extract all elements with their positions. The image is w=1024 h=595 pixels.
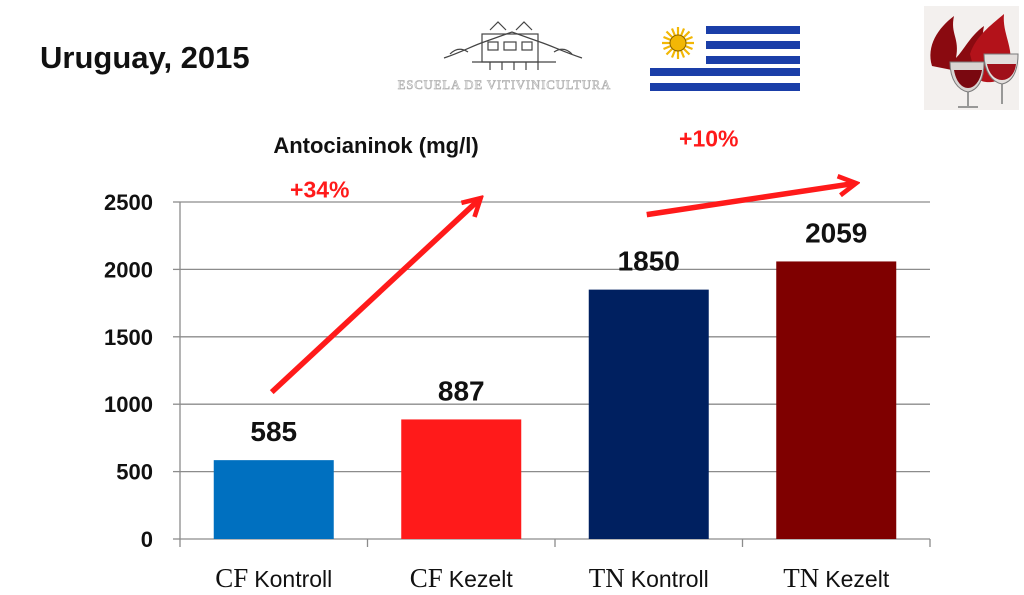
y-tick-label: 2500	[104, 190, 153, 215]
y-tick-label: 1000	[104, 392, 153, 417]
y-tick-label: 1500	[104, 325, 153, 350]
sun-of-may-icon	[662, 27, 694, 59]
chart-data-labels: 585 887 1850 2059	[250, 217, 867, 447]
x-tick-label-3: TN Kezelt	[783, 563, 890, 593]
x-axis-ticks: CF Kontroll CF Kezelt TN Kontroll TN Kezelt	[215, 563, 890, 593]
x-tick-label-2: TN Kontroll	[589, 563, 709, 593]
y-tick-label: 500	[116, 460, 153, 485]
x-tick-variant: Kontroll	[254, 566, 332, 592]
x-tick-label-0: CF Kontroll	[215, 563, 332, 593]
x-tick-variant: Kontroll	[631, 566, 709, 592]
y-tick-label: 2000	[104, 257, 153, 282]
wine-glasses-image	[924, 6, 1019, 110]
change-label-1: +10%	[679, 125, 738, 151]
data-label-2: 1850	[618, 246, 680, 277]
x-tick-group: TN	[783, 563, 819, 593]
bar-0	[213, 460, 334, 539]
x-tick-label-1: CF Kezelt	[410, 563, 514, 593]
change-arrows: +34% +10%	[269, 125, 855, 395]
x-tick-group: TN	[589, 563, 625, 593]
winery-building-icon	[443, 21, 583, 70]
data-label-0: 585	[250, 416, 297, 447]
x-tick-group: CF	[410, 563, 443, 593]
anthocyanin-bar-chart: Antocianinok (mg/l) 0 500 1000 1500 2000 2500…	[104, 125, 931, 593]
chart-title: Antocianinok (mg/l)	[273, 133, 478, 158]
data-label-3: 2059	[805, 217, 867, 248]
bar-3	[776, 261, 897, 539]
x-tick-group: CF	[215, 563, 248, 593]
x-tick-variant: Kezelt	[825, 566, 890, 592]
y-axis-ticks: 0 500 1000 1500 2000 2500	[104, 190, 153, 552]
uruguay-flag-icon	[650, 24, 800, 92]
y-tick-label: 0	[141, 527, 153, 552]
data-label-1: 887	[438, 375, 485, 406]
change-arrow-1	[646, 183, 855, 218]
change-arrow-0	[269, 199, 480, 395]
x-tick-variant: Kezelt	[449, 566, 514, 592]
slide-title: Uruguay, 2015	[40, 40, 250, 75]
escuela-logo: ESCUELA DE VITIVINICULTURA	[372, 12, 637, 102]
bar-2	[588, 289, 709, 539]
bar-1	[401, 419, 522, 539]
change-label-0: +34%	[290, 176, 349, 202]
logo-text: ESCUELA DE VITIVINICULTURA	[397, 78, 612, 93]
chart-bars	[213, 261, 897, 539]
